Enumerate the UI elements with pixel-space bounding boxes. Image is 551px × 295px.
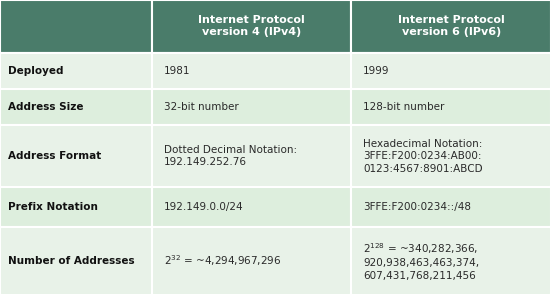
Text: Address Size: Address Size bbox=[8, 102, 84, 112]
Bar bbox=[352, 89, 551, 125]
Bar bbox=[352, 53, 551, 89]
Text: $2^{32}$ = ~4,294,967,296: $2^{32}$ = ~4,294,967,296 bbox=[164, 254, 281, 268]
Bar bbox=[0, 89, 152, 125]
Text: $2^{128}$ = ~340,282,366,
920,938,463,463,374,
607,431,768,211,456: $2^{128}$ = ~340,282,366, 920,938,463,46… bbox=[363, 241, 479, 281]
Bar bbox=[152, 125, 352, 187]
Text: 32-bit number: 32-bit number bbox=[164, 102, 238, 112]
Bar bbox=[0, 227, 152, 295]
Text: 3FFE:F200:0234::/48: 3FFE:F200:0234::/48 bbox=[363, 202, 471, 212]
Bar bbox=[152, 53, 352, 89]
Text: 1981: 1981 bbox=[164, 66, 190, 76]
Text: Internet Protocol
version 6 (IPv6): Internet Protocol version 6 (IPv6) bbox=[398, 15, 505, 37]
Bar bbox=[352, 125, 551, 187]
Text: Prefix Notation: Prefix Notation bbox=[8, 202, 98, 212]
Text: 128-bit number: 128-bit number bbox=[363, 102, 445, 112]
Text: Dotted Decimal Notation:
192.149.252.76: Dotted Decimal Notation: 192.149.252.76 bbox=[164, 145, 296, 167]
Bar bbox=[152, 0, 352, 53]
Text: Number of Addresses: Number of Addresses bbox=[8, 256, 134, 266]
Bar bbox=[0, 53, 152, 89]
Bar bbox=[152, 89, 352, 125]
Text: Deployed: Deployed bbox=[8, 66, 63, 76]
Bar bbox=[0, 0, 152, 53]
Bar bbox=[0, 125, 152, 187]
Bar bbox=[352, 227, 551, 295]
Text: Internet Protocol
version 4 (IPv4): Internet Protocol version 4 (IPv4) bbox=[198, 15, 305, 37]
Bar bbox=[352, 187, 551, 227]
Text: Address Format: Address Format bbox=[8, 151, 101, 161]
Text: 192.149.0.0/24: 192.149.0.0/24 bbox=[164, 202, 243, 212]
Text: Hexadecimal Notation:
3FFE:F200:0234:AB00:
0123:4567:8901:ABCD: Hexadecimal Notation: 3FFE:F200:0234:AB0… bbox=[363, 139, 483, 173]
Bar bbox=[152, 227, 352, 295]
Bar bbox=[0, 187, 152, 227]
Bar bbox=[352, 0, 551, 53]
Text: 1999: 1999 bbox=[363, 66, 390, 76]
Bar bbox=[152, 187, 352, 227]
